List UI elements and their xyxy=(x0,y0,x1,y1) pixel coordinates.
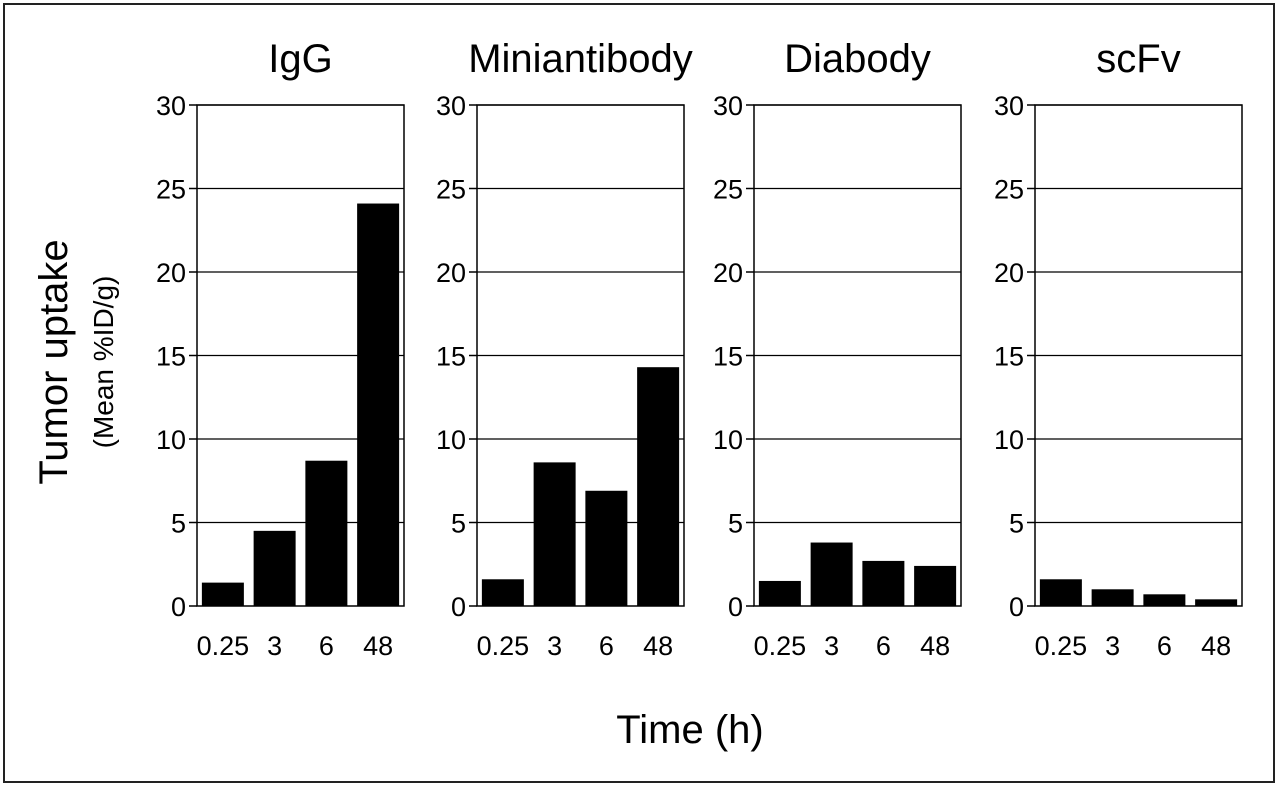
y-axis-label: Tumor uptake xyxy=(32,239,76,484)
bar xyxy=(637,367,680,606)
bar xyxy=(1143,594,1186,606)
bar xyxy=(862,560,905,606)
panel-title: Miniantibody xyxy=(468,37,693,81)
x-tick-label: 6 xyxy=(319,631,334,661)
panel-title: IgG xyxy=(268,37,332,81)
bar xyxy=(533,462,576,606)
y-tick-label: 10 xyxy=(156,425,186,455)
x-tick-label: 48 xyxy=(1201,631,1231,661)
x-tick-label: 3 xyxy=(267,631,282,661)
y-tick-label: 15 xyxy=(156,342,186,372)
bar xyxy=(305,460,348,606)
x-tick-label: 0.25 xyxy=(197,631,250,661)
bar xyxy=(1039,579,1082,606)
panel-3: scFv 0 5 10 15 20 25 30 0.25 3 6 48 xyxy=(994,37,1243,661)
y-tick-label: 30 xyxy=(713,91,743,121)
x-tick-label: 3 xyxy=(547,631,562,661)
panel-title: scFv xyxy=(1096,37,1180,81)
y-tick-label: 25 xyxy=(713,175,743,205)
bar xyxy=(810,542,853,606)
y-tick-label: 5 xyxy=(451,509,466,539)
panel-1: Miniantibody 0 5 10 15 20 25 30 0.25 3 6 48 xyxy=(436,37,693,661)
y-tick-label: 0 xyxy=(451,592,466,622)
y-tick-label: 10 xyxy=(994,425,1024,455)
bar xyxy=(357,203,400,606)
panel-title: Diabody xyxy=(784,37,931,81)
y-tick-label: 0 xyxy=(171,592,186,622)
y-tick-label: 0 xyxy=(1009,592,1024,622)
x-tick-label: 3 xyxy=(1105,631,1120,661)
y-tick-label: 30 xyxy=(994,91,1024,121)
x-tick-label: 3 xyxy=(824,631,839,661)
bar xyxy=(585,490,628,606)
y-tick-label: 20 xyxy=(713,258,743,288)
x-tick-label: 0.25 xyxy=(754,631,807,661)
bar xyxy=(1091,589,1134,606)
y-tick-label: 10 xyxy=(713,425,743,455)
y-tick-label: 20 xyxy=(436,258,466,288)
panel-0: IgG 0 5 10 15 20 25 30 0.25 3 6 48 xyxy=(156,37,405,661)
x-axis-label: Time (h) xyxy=(616,708,763,752)
y-tick-label: 30 xyxy=(436,91,466,121)
panel-2: Diabody 0 5 10 15 20 25 30 0.25 3 6 48 xyxy=(713,37,962,661)
y-tick-label: 15 xyxy=(994,342,1024,372)
y-tick-label: 25 xyxy=(156,175,186,205)
y-tick-label: 20 xyxy=(156,258,186,288)
x-tick-label: 48 xyxy=(920,631,950,661)
x-tick-label: 6 xyxy=(1157,631,1172,661)
y-tick-label: 0 xyxy=(728,592,743,622)
bar xyxy=(253,530,296,606)
bar xyxy=(201,582,244,606)
bar xyxy=(481,579,524,606)
y-tick-label: 15 xyxy=(713,342,743,372)
bar xyxy=(1195,599,1238,606)
y-tick-label: 25 xyxy=(994,175,1024,205)
x-tick-label: 0.25 xyxy=(477,631,530,661)
x-tick-label: 6 xyxy=(876,631,891,661)
bar xyxy=(914,565,957,606)
y-axis-sublabel: (Mean %ID/g) xyxy=(88,276,119,449)
y-tick-label: 5 xyxy=(728,509,743,539)
y-tick-label: 15 xyxy=(436,342,466,372)
y-tick-label: 5 xyxy=(171,509,186,539)
bar xyxy=(758,580,801,606)
y-tick-label: 5 xyxy=(1009,509,1024,539)
x-tick-label: 6 xyxy=(599,631,614,661)
x-tick-label: 0.25 xyxy=(1035,631,1088,661)
y-tick-label: 30 xyxy=(156,91,186,121)
x-tick-label: 48 xyxy=(643,631,673,661)
y-tick-label: 20 xyxy=(994,258,1024,288)
y-tick-label: 10 xyxy=(436,425,466,455)
y-tick-label: 25 xyxy=(436,175,466,205)
x-tick-label: 48 xyxy=(363,631,393,661)
